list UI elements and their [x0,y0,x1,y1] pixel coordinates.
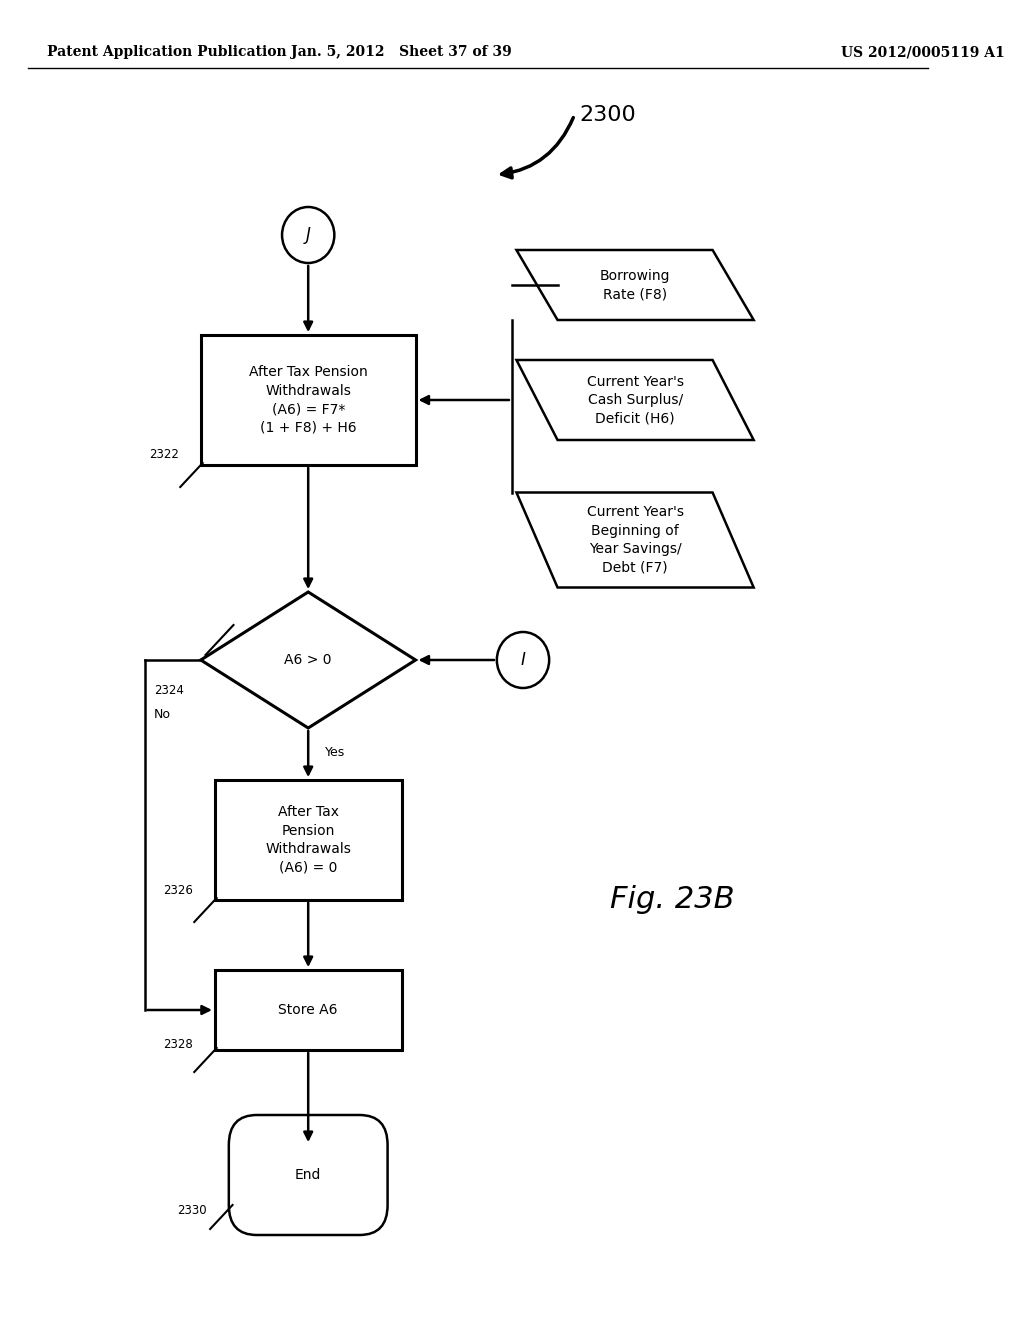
Polygon shape [516,360,754,440]
Text: A6 > 0: A6 > 0 [285,653,332,667]
FancyBboxPatch shape [228,1115,387,1236]
Text: Current Year's
Cash Surplus/
Deficit (H6): Current Year's Cash Surplus/ Deficit (H6… [587,375,684,425]
Text: 2300: 2300 [579,106,636,125]
Text: 2324: 2324 [154,684,184,697]
Bar [215,780,401,900]
Text: Current Year's
Beginning of
Year Savings/
Debt (F7): Current Year's Beginning of Year Savings… [587,506,684,574]
Text: Jan. 5, 2012   Sheet 37 of 39: Jan. 5, 2012 Sheet 37 of 39 [291,45,512,59]
Text: Borrowing
Rate (F8): Borrowing Rate (F8) [600,269,671,301]
Bar [215,970,401,1049]
Text: End: End [295,1168,322,1181]
Text: No: No [154,709,171,722]
Text: 2322: 2322 [150,449,179,462]
Text: US 2012/0005119 A1: US 2012/0005119 A1 [841,45,1005,59]
Polygon shape [516,492,754,587]
Text: Yes: Yes [325,747,345,759]
Polygon shape [516,249,754,319]
Text: 2328: 2328 [164,1039,194,1052]
Text: After Tax
Pension
Withdrawals
(A6) = 0: After Tax Pension Withdrawals (A6) = 0 [265,805,351,875]
Text: I: I [520,651,525,669]
Circle shape [282,207,335,263]
Polygon shape [201,591,416,729]
Circle shape [497,632,549,688]
Text: Patent Application Publication: Patent Application Publication [47,45,287,59]
Text: After Tax Pension
Withdrawals
(A6) = F7*
(1 + F8) + H6: After Tax Pension Withdrawals (A6) = F7*… [249,366,368,434]
Bar [201,335,416,465]
Text: 2326: 2326 [164,883,194,896]
Text: Store A6: Store A6 [279,1003,338,1016]
Text: J: J [306,226,310,244]
Text: Fig. 23B: Fig. 23B [610,886,734,915]
Text: 2330: 2330 [177,1204,207,1217]
